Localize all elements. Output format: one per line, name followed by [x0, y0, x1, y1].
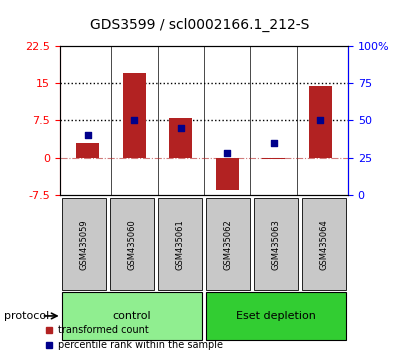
Bar [308, 86, 332, 158]
Text: GSM435060: GSM435060 [128, 219, 136, 270]
Text: GSM435064: GSM435064 [320, 219, 328, 270]
Text: GSM435062: GSM435062 [224, 219, 232, 270]
Text: GSM435061: GSM435061 [176, 219, 184, 270]
Bar [169, 118, 192, 158]
Text: GSM435063: GSM435063 [272, 219, 280, 270]
Bar [216, 158, 239, 190]
Point [224, 150, 230, 156]
Text: control: control [113, 311, 151, 321]
Point [270, 140, 277, 145]
Point [131, 118, 138, 123]
Point [85, 132, 91, 138]
Text: Eset depletion: Eset depletion [236, 311, 316, 321]
Bar [262, 158, 285, 159]
Point [178, 125, 184, 131]
Text: GDS3599 / scl0002166.1_212-S: GDS3599 / scl0002166.1_212-S [90, 18, 310, 32]
Text: GSM435059: GSM435059 [80, 219, 88, 270]
Bar [76, 143, 100, 158]
Point [317, 118, 323, 123]
Bar [123, 73, 146, 158]
Legend: transformed count, percentile rank within the sample: transformed count, percentile rank withi… [40, 321, 227, 354]
Text: protocol: protocol [4, 311, 49, 321]
